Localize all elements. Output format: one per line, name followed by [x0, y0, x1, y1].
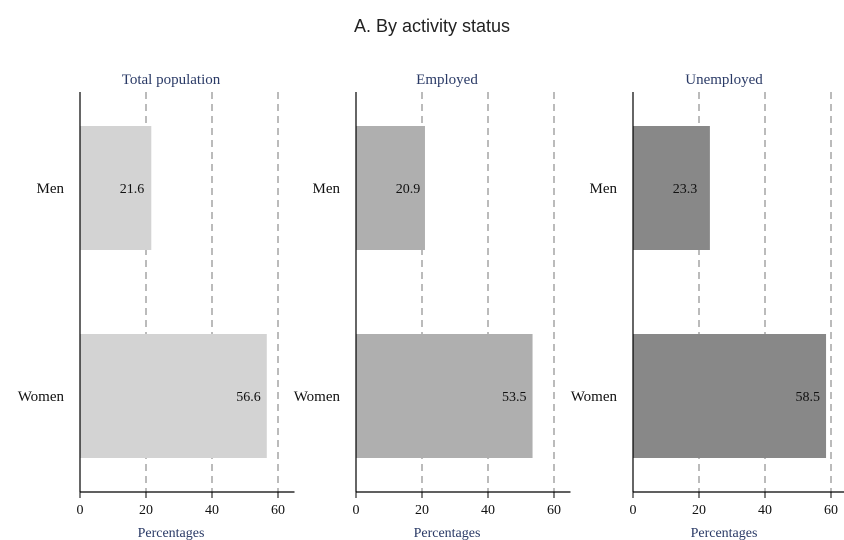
bar-men [80, 126, 152, 250]
data-label: 53.5 [502, 390, 527, 405]
x-tick-label: 0 [77, 503, 84, 518]
category-label: Men [37, 181, 65, 197]
panel-title: Employed [416, 72, 478, 88]
panel-0: Total population 21.6 Men 56.6 Women 0 20 40 60 P… [18, 72, 295, 540]
x-tick-label: 60 [547, 503, 561, 518]
x-tick-label: 40 [758, 503, 772, 518]
x-tick-label: 20 [692, 503, 706, 518]
chart-panels: Total population 21.6 Men 56.6 Women 0 20 40 60 P… [18, 72, 844, 540]
chart-title: A. By activity status [354, 16, 510, 36]
bar-women [80, 334, 267, 458]
panel-title: Unemployed [685, 72, 763, 88]
data-label: 23.3 [673, 182, 698, 197]
data-label: 20.9 [396, 182, 421, 197]
x-tick-label: 40 [481, 503, 495, 518]
x-tick-label: 40 [205, 503, 219, 518]
x-tick-label: 0 [630, 503, 637, 518]
x-axis-label: Percentages [691, 526, 758, 540]
x-axis-label: Percentages [138, 526, 205, 540]
category-label: Men [313, 181, 341, 197]
data-label: 56.6 [236, 390, 261, 405]
x-axis-label: Percentages [414, 526, 481, 540]
bar-men [633, 126, 710, 250]
x-tick-label: 20 [415, 503, 429, 518]
panel-1: Employed 20.9 Men 53.5 Women 0 20 40 60 Percentag… [294, 72, 571, 540]
data-label: 58.5 [796, 390, 821, 405]
x-tick-label: 0 [353, 503, 360, 518]
x-tick-label: 60 [271, 503, 285, 518]
x-tick-label: 60 [824, 503, 838, 518]
panel-title: Total population [122, 72, 221, 88]
bar-women [633, 334, 827, 458]
category-label: Women [571, 389, 618, 405]
category-label: Women [18, 389, 65, 405]
x-tick-label: 20 [139, 503, 153, 518]
data-label: 21.6 [120, 182, 145, 197]
panel-2: Unemployed 23.3 Men 58.5 Women 0 20 40 60 Percent… [571, 72, 844, 540]
category-label: Men [590, 181, 618, 197]
category-label: Women [294, 389, 341, 405]
bar-men [356, 126, 425, 250]
bar-women [356, 334, 533, 458]
